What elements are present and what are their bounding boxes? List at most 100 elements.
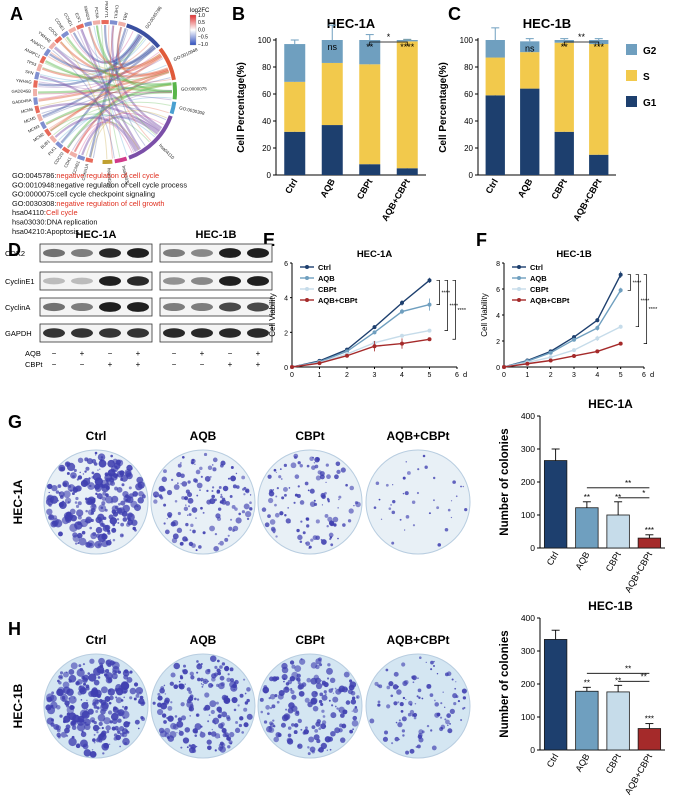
colony [296,673,301,678]
colony [321,494,326,500]
colony [373,506,377,509]
colony [275,676,280,681]
colony [163,522,166,525]
colony [320,538,323,541]
colony [131,519,138,526]
bracket-label: **** [633,281,642,287]
data-point [345,353,349,358]
blot-band [99,276,121,286]
colony [184,683,186,685]
colony [65,671,68,674]
colony [178,680,181,683]
blot-band [71,328,93,338]
colony [398,719,401,722]
colony [351,719,359,727]
colony [321,680,323,682]
colony [216,659,220,663]
colony [137,727,140,730]
colony [200,506,203,510]
colony [275,535,278,538]
colony [135,693,140,698]
colony [462,485,464,488]
colony [108,701,112,705]
colony [63,490,71,498]
gene-label: RB1 [122,12,129,22]
western-blot: HEC-1A HEC-1B CDK2 CyclinE1 CyclinA GAPDH AQB −… [5,229,273,369]
colony [98,657,105,665]
term-arc-label: GO:0030308 [179,105,206,116]
colony [89,526,93,530]
term-arc-label: hsa04110 [158,143,176,161]
y-tick-label: 0 [530,543,535,553]
colony [76,509,84,517]
chord-ribbon [65,36,172,86]
colony [310,697,318,705]
colony [440,702,443,705]
colony [47,502,50,504]
bar-g1 [485,95,505,175]
colony [201,685,204,688]
legend-id: GO:0010948: [12,180,56,189]
chord-ribbon [41,103,167,121]
colony [284,514,287,517]
data-point [572,337,576,342]
colony [369,718,375,724]
y-tick-label: 0 [284,365,288,372]
colony [329,748,332,751]
colony [219,540,224,546]
colony [352,728,354,731]
colony [107,710,113,715]
colony [341,723,347,729]
colony [352,715,358,721]
colony [194,734,198,737]
blot-band [247,276,269,286]
chord-ribbon [95,25,173,93]
bar-g1 [554,131,574,175]
colony [157,695,163,701]
colony [290,723,295,727]
colony [332,516,339,523]
colony [316,457,320,461]
chord-ribbon [38,81,172,101]
colony [312,705,319,712]
x-tick-label: 4 [595,372,599,379]
legend-label: CBPt [530,285,549,294]
x-axis-label: d [650,370,654,379]
colony [236,485,240,489]
colony [447,724,449,727]
colony [66,688,74,696]
colony [108,689,112,693]
legend-entry: GO:0030308:negative regulation of cell g… [12,199,164,208]
colony [310,538,314,542]
colony [69,489,73,492]
colony [213,545,219,552]
bracket-label: ** [578,32,586,42]
colony [334,705,337,708]
colony [297,534,303,541]
colony [219,665,223,669]
colony [176,732,178,734]
colony [287,707,294,714]
colony [445,719,450,725]
colony [191,507,198,513]
culture-plate [257,449,363,555]
colony [123,696,126,699]
protein-label: CyclinA [5,303,30,312]
treatment-label: AQB [25,349,41,358]
colony [51,484,58,492]
colony [331,704,334,707]
colony [46,717,54,725]
colony [75,504,80,508]
y-tick-label: 60 [464,90,473,99]
data-point [290,365,294,369]
colony [416,695,419,698]
significance-bracket [452,279,456,340]
gene-label: PCNA [94,6,100,18]
colony [324,491,327,495]
colony [413,716,417,720]
colony [192,728,198,734]
colony [49,694,57,703]
colony [353,505,355,507]
protein-label: CDK2 [5,249,25,258]
colony [305,541,311,546]
